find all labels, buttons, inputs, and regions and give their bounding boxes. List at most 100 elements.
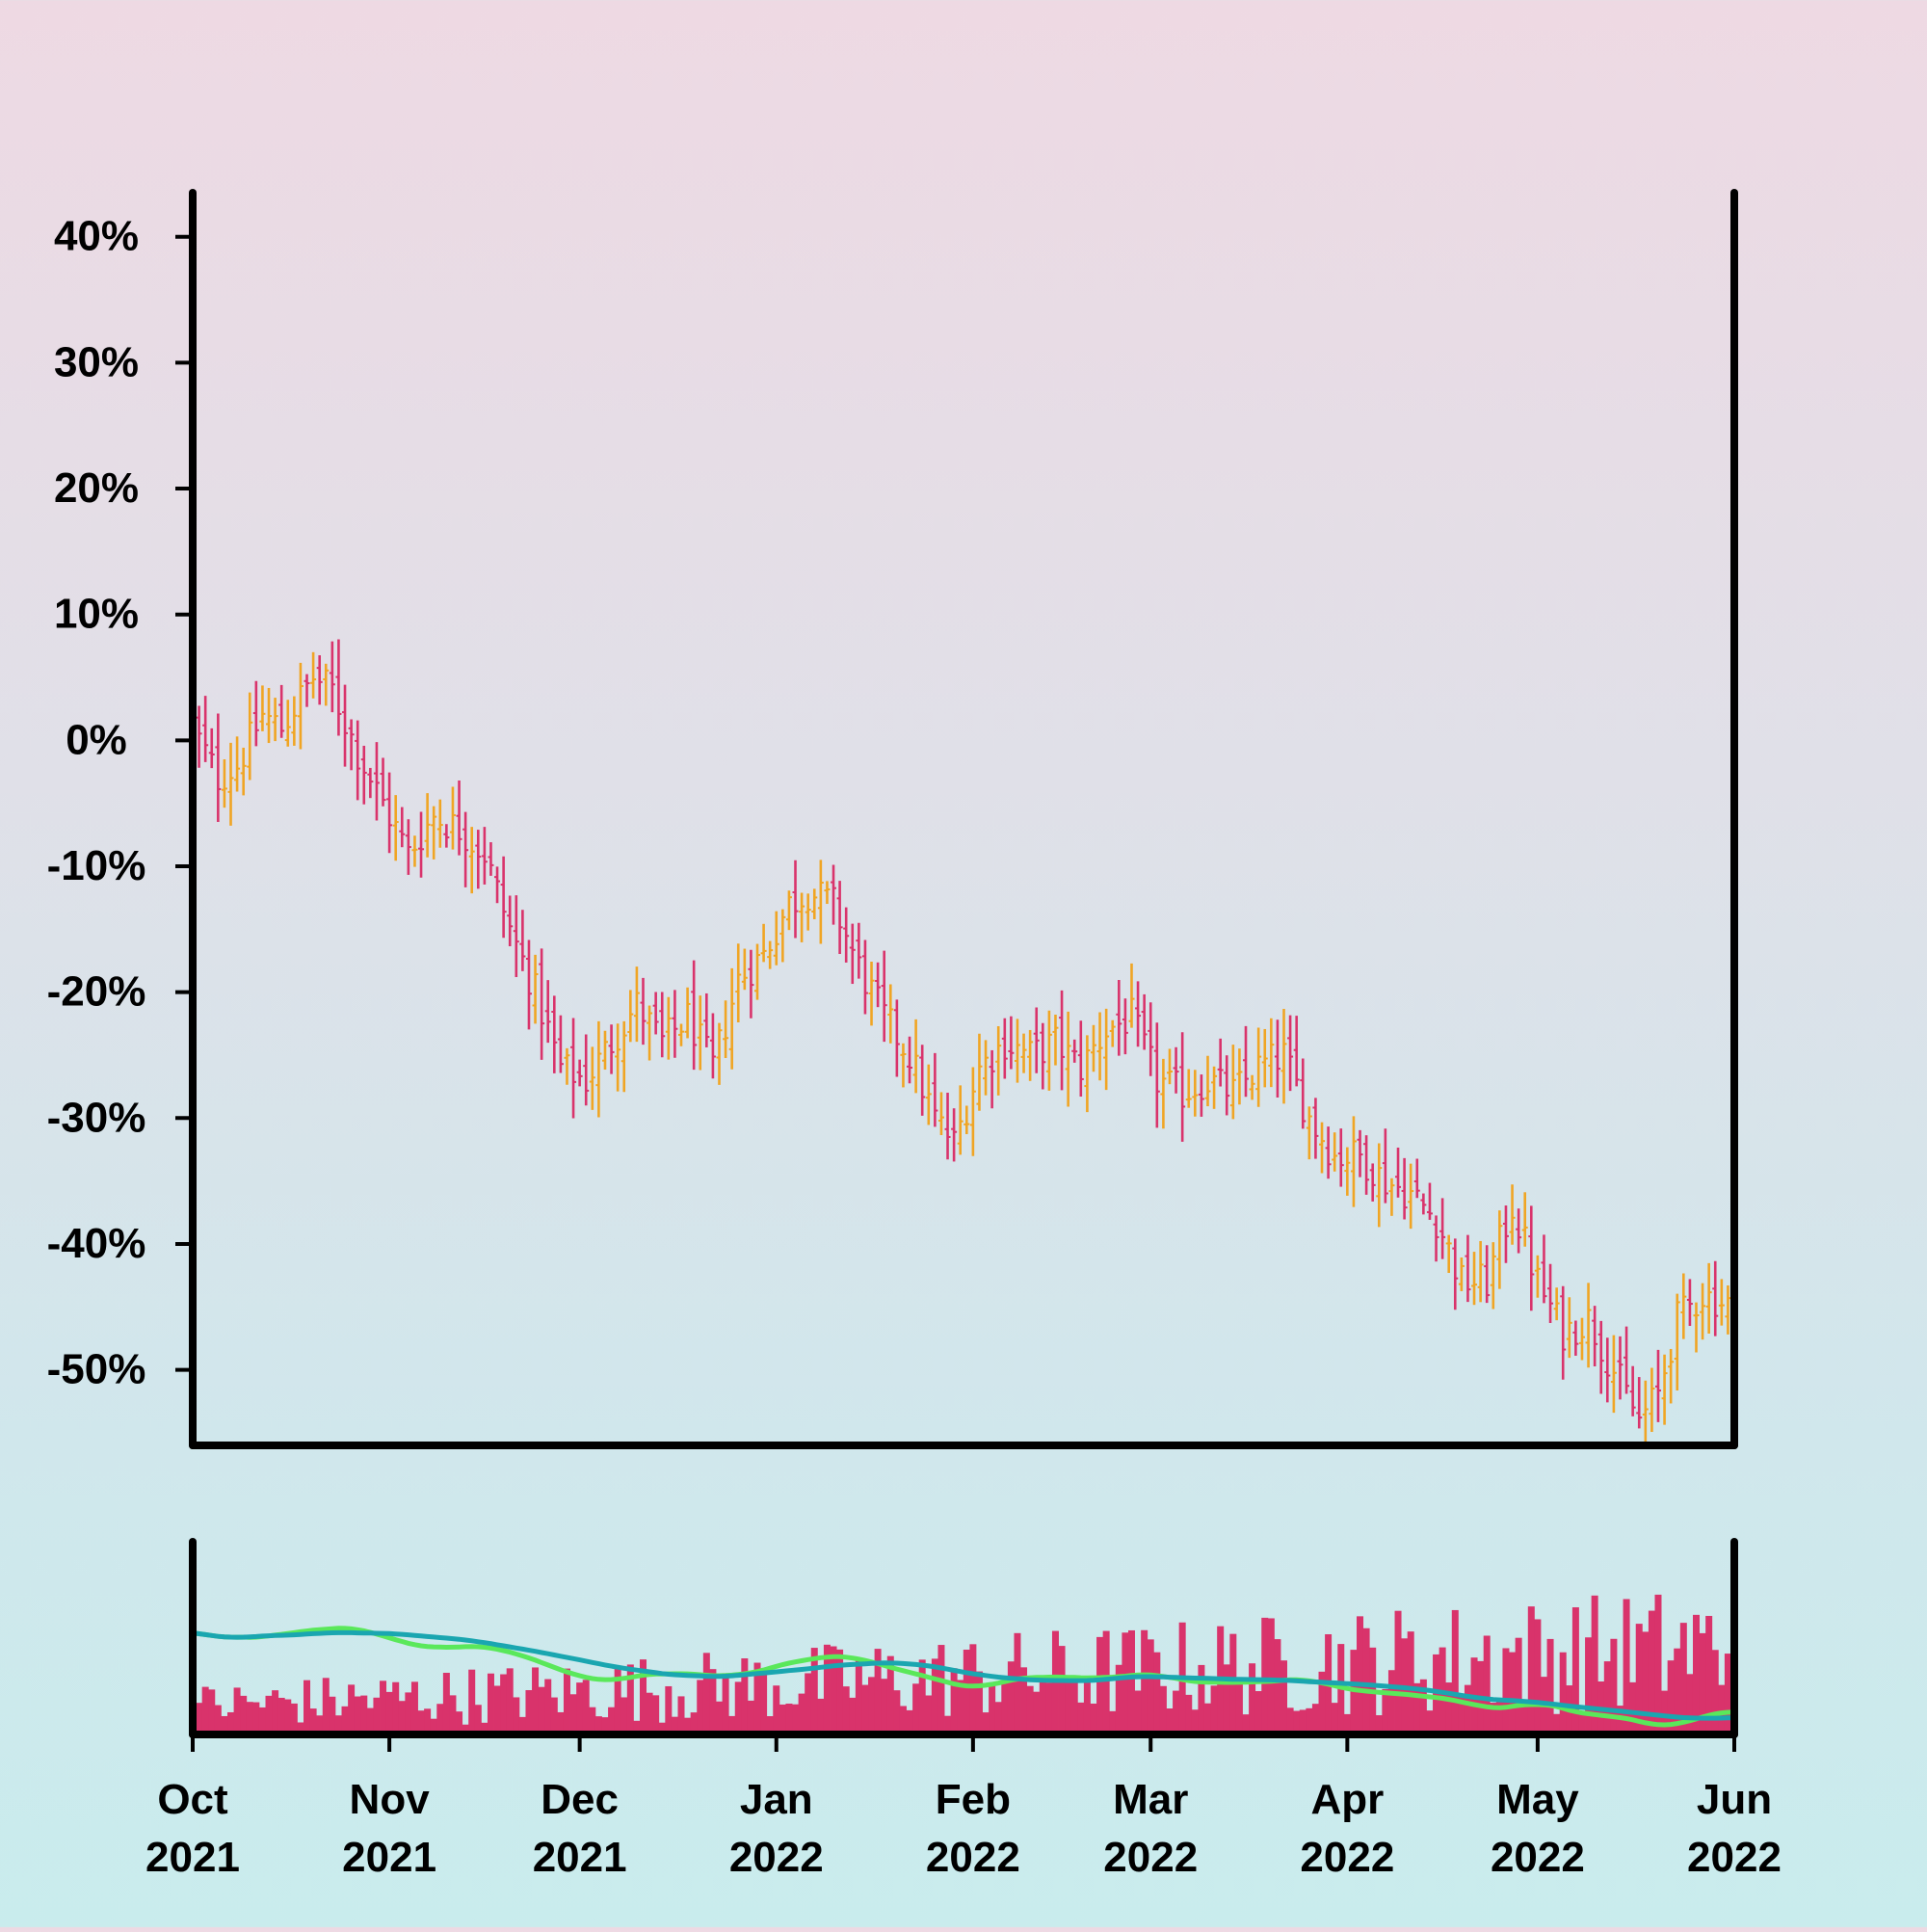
- volume-bar: [1534, 1619, 1542, 1734]
- volume-bar: [639, 1659, 647, 1734]
- volume-bar: [1686, 1674, 1694, 1734]
- volume-bar: [1203, 1703, 1211, 1734]
- ohlc-bar: [1439, 1198, 1446, 1259]
- volume-bar: [798, 1693, 805, 1734]
- ohlc-bar: [1001, 1018, 1008, 1079]
- volume-bar: [1198, 1664, 1205, 1734]
- volume-bar: [982, 1712, 990, 1734]
- ohlc-bar: [1445, 1234, 1452, 1274]
- ohlc-bar: [367, 767, 374, 799]
- volume-bar: [518, 1716, 526, 1734]
- ohlc-bar: [881, 950, 887, 1043]
- volume-bar: [1635, 1624, 1643, 1734]
- ohlc-bar: [259, 685, 266, 731]
- volume-bar: [380, 1681, 387, 1734]
- ohlc-bar: [709, 1013, 716, 1079]
- y-tick-label: -20%: [47, 968, 146, 1016]
- ohlc-bar: [672, 990, 678, 1058]
- x-tick-label-month: Jun: [1697, 1776, 1772, 1823]
- volume-bar: [436, 1704, 444, 1734]
- y-tick-label: 10%: [54, 591, 139, 638]
- volume-bar: [760, 1670, 768, 1734]
- volume-bar: [1419, 1679, 1427, 1734]
- volume-bar: [1007, 1661, 1015, 1734]
- volume-bar: [1210, 1685, 1218, 1734]
- ohlc-bar: [456, 780, 462, 856]
- ohlc-bar: [1020, 1033, 1027, 1073]
- volume-bar: [1357, 1616, 1364, 1734]
- volume-bar: [861, 1684, 869, 1734]
- ohlc-bar: [1408, 1163, 1414, 1230]
- ohlc-bar: [564, 1047, 570, 1085]
- ohlc-bar: [1382, 1128, 1388, 1204]
- y-tick-label: 0%: [66, 716, 127, 763]
- volume-bar: [702, 1653, 710, 1734]
- ohlc-bar: [1566, 1297, 1572, 1359]
- x-tick-label-month: Apr: [1310, 1776, 1384, 1823]
- ohlc-bar: [1623, 1326, 1630, 1394]
- volume-bar: [810, 1648, 818, 1734]
- ohlc-bar: [227, 742, 234, 826]
- ohlc-bar: [748, 949, 754, 1019]
- ohlc-bar: [1045, 1010, 1052, 1091]
- volume-bar: [506, 1668, 514, 1734]
- volume-bar: [1122, 1632, 1129, 1734]
- y-tick-label: -10%: [47, 842, 146, 889]
- ohlc-bar: [1008, 1016, 1015, 1070]
- ohlc-bar: [779, 909, 786, 963]
- volume-bar: [1249, 1663, 1256, 1734]
- ohlc-bar: [697, 995, 703, 1071]
- volume-bar: [474, 1705, 482, 1734]
- volume-bar: [1483, 1635, 1491, 1734]
- ohlc-bar: [266, 687, 273, 744]
- ohlc-bar: [767, 940, 774, 969]
- ohlc-bar: [1166, 1048, 1173, 1085]
- ohlc-bar: [240, 747, 247, 796]
- ohlc-bar: [234, 736, 241, 792]
- volume-bar: [430, 1718, 437, 1734]
- volume-bar: [214, 1705, 222, 1734]
- volume-bar: [322, 1678, 330, 1734]
- volume-bar: [1096, 1636, 1104, 1734]
- volume-bar: [1515, 1637, 1522, 1734]
- volume-bar: [500, 1674, 508, 1734]
- volume-bar: [1261, 1617, 1269, 1734]
- ohlc-bar: [202, 696, 209, 762]
- volume-bar: [1623, 1599, 1630, 1734]
- volume-bar: [1039, 1675, 1046, 1734]
- ohlc-bar: [1148, 1002, 1154, 1076]
- ohlc-bar: [570, 1018, 577, 1119]
- ohlc-bar: [1224, 1055, 1230, 1116]
- ohlc-bar: [691, 960, 698, 1071]
- volume-bar: [1509, 1652, 1517, 1734]
- ohlc-bar: [1236, 1048, 1243, 1105]
- volume-bar: [886, 1655, 894, 1734]
- volume-bar: [753, 1662, 761, 1734]
- ohlc-bar: [861, 940, 868, 1015]
- ohlc-bar: [1109, 1019, 1116, 1047]
- volume-bar: [354, 1696, 361, 1734]
- volume-bar: [1616, 1706, 1623, 1734]
- ohlc-bar: [665, 996, 672, 1060]
- volume-bar: [690, 1712, 698, 1734]
- ohlc-bar: [1534, 1255, 1541, 1298]
- ohlc-bar: [627, 990, 634, 1043]
- ohlc-bar: [519, 910, 526, 971]
- ohlc-bar: [1077, 1020, 1084, 1098]
- volume-bar: [513, 1697, 520, 1734]
- volume-bar: [1065, 1681, 1072, 1734]
- volume-bar: [766, 1716, 774, 1734]
- ohlc-bar: [995, 1025, 1002, 1096]
- volume-bar: [1020, 1667, 1028, 1734]
- volume-bar: [1077, 1702, 1085, 1734]
- ohlc-bar: [557, 1015, 564, 1073]
- ohlc-bar: [957, 1085, 964, 1155]
- ohlc-bar: [912, 1019, 919, 1094]
- volume-bar: [1571, 1607, 1579, 1734]
- volume-bar: [1426, 1710, 1434, 1734]
- ohlc-bar: [887, 984, 894, 1044]
- volume-bar: [633, 1720, 641, 1734]
- ohlc-bar: [1255, 1027, 1262, 1107]
- volume-bar: [830, 1646, 837, 1734]
- volume-bar: [196, 1703, 203, 1734]
